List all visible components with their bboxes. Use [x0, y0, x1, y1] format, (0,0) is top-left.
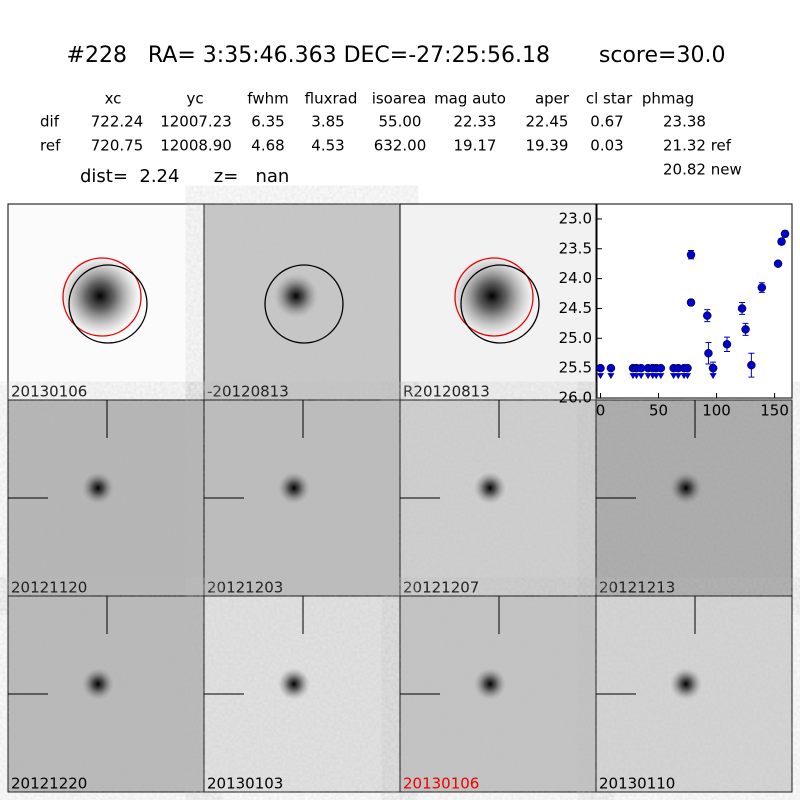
limit-arrow — [684, 373, 692, 380]
limit-arrow — [596, 373, 604, 380]
cell: 22.45 — [526, 113, 569, 131]
detection — [686, 250, 696, 259]
x-tick-label: 100 — [702, 402, 731, 420]
limit-arrow — [632, 373, 640, 380]
detection — [722, 340, 732, 349]
cell: 55.00 — [379, 113, 422, 131]
column-header: fwhm — [247, 90, 288, 108]
row-label: ref — [40, 137, 61, 155]
stamp-label: 20121207 — [403, 579, 479, 597]
limit-arrow — [644, 373, 652, 380]
stamp-label: 20130106 — [11, 383, 87, 401]
stamp-label: 20121203 — [207, 579, 283, 597]
cell: 19.39 — [526, 137, 569, 155]
limit — [606, 363, 616, 373]
stamp-label: 20121120 — [11, 579, 87, 597]
limit-arrow — [652, 373, 660, 380]
stamp-label: 20130110 — [599, 775, 675, 793]
detection — [686, 298, 696, 307]
source — [474, 668, 506, 700]
column-header: isoarea — [372, 90, 427, 108]
column-header: aper — [535, 90, 570, 108]
source — [274, 274, 318, 318]
source — [474, 472, 506, 504]
cell: 722.24 — [91, 113, 144, 131]
ref-circle — [454, 257, 534, 337]
aperture-circle — [460, 264, 540, 344]
cell: 0.67 — [590, 113, 623, 131]
cell: 720.75 — [91, 137, 144, 155]
x-tick-label: 0 — [596, 402, 606, 420]
source — [82, 668, 114, 700]
stamp-label: -20120813 — [207, 383, 289, 401]
light-curve: 23.0 23.5 24.0 24.5 25.0 25.5 26.00 50 100 150 — [559, 203, 793, 420]
y-tick-label: 26.0 — [559, 389, 592, 407]
detection — [703, 311, 712, 320]
column-header: xc — [105, 90, 122, 108]
cell: 0.03 — [590, 137, 623, 155]
detection — [780, 229, 790, 239]
column-header: phmag — [642, 90, 694, 108]
stamp-label: R20120813 — [403, 383, 490, 401]
cell: 22.33 — [454, 113, 497, 131]
cell: 12007.23 — [160, 113, 232, 131]
stamp-label: 20130106 — [403, 775, 479, 793]
y-tick-label: 23.0 — [559, 209, 592, 227]
limit — [596, 363, 605, 373]
source — [670, 472, 702, 504]
cell: 632.00 — [374, 137, 427, 155]
y-tick-label: 25.0 — [559, 329, 592, 347]
stamp-label: 20130103 — [207, 775, 283, 793]
cell: 21.32 ref — [663, 137, 732, 155]
detection — [777, 237, 786, 246]
aperture-circle — [264, 264, 344, 344]
limit-arrow — [709, 373, 717, 380]
row-label: dif — [40, 113, 60, 131]
detection — [747, 360, 756, 370]
ref-circle — [62, 257, 142, 337]
column-header: mag auto — [434, 90, 506, 108]
source — [278, 472, 310, 504]
y-tick-label: 25.5 — [559, 359, 592, 377]
stamp-label: 20121220 — [11, 775, 87, 793]
cell: 3.85 — [311, 113, 344, 131]
aperture-circle — [68, 264, 148, 344]
limit — [708, 363, 718, 373]
column-header: fluxrad — [305, 90, 358, 108]
stamp-label: 20121213 — [599, 579, 675, 597]
limit-arrow — [657, 373, 665, 380]
cell: 19.17 — [454, 137, 497, 155]
limit-arrow — [674, 373, 682, 380]
detection — [741, 325, 750, 334]
detection — [704, 348, 713, 358]
cell: 6.35 — [251, 113, 284, 131]
limit — [656, 363, 666, 373]
y-tick-label: 24.5 — [559, 299, 592, 317]
limit — [683, 363, 692, 373]
source — [670, 668, 702, 700]
source — [82, 472, 114, 504]
limit-arrow — [637, 373, 645, 380]
cell: 4.68 — [251, 137, 284, 155]
stamps: 20130106 -20120813 R20120813 20121120 201212… — [7, 203, 793, 793]
cell: 4.53 — [311, 137, 344, 155]
column-header: yc — [186, 90, 203, 108]
detection — [773, 259, 783, 268]
detection — [757, 283, 767, 292]
cell: 23.38 — [663, 113, 706, 131]
limit-arrow — [607, 373, 615, 380]
column-header: cl star — [586, 90, 633, 108]
detection — [737, 304, 747, 313]
cell: 20.82 new — [663, 161, 742, 179]
y-tick-label: 24.0 — [559, 269, 592, 287]
cell: 12008.90 — [160, 137, 232, 155]
dist-line: dist= 2.24 z= nan — [80, 166, 289, 187]
title: #228 RA= 3:35:46.363 DEC=-27:25:56.18 sc… — [67, 43, 726, 68]
x-tick-label: 50 — [649, 402, 668, 420]
y-tick-label: 23.5 — [559, 239, 592, 257]
source — [278, 668, 310, 700]
limit-arrow — [670, 373, 678, 380]
x-tick-label: 150 — [760, 402, 789, 420]
